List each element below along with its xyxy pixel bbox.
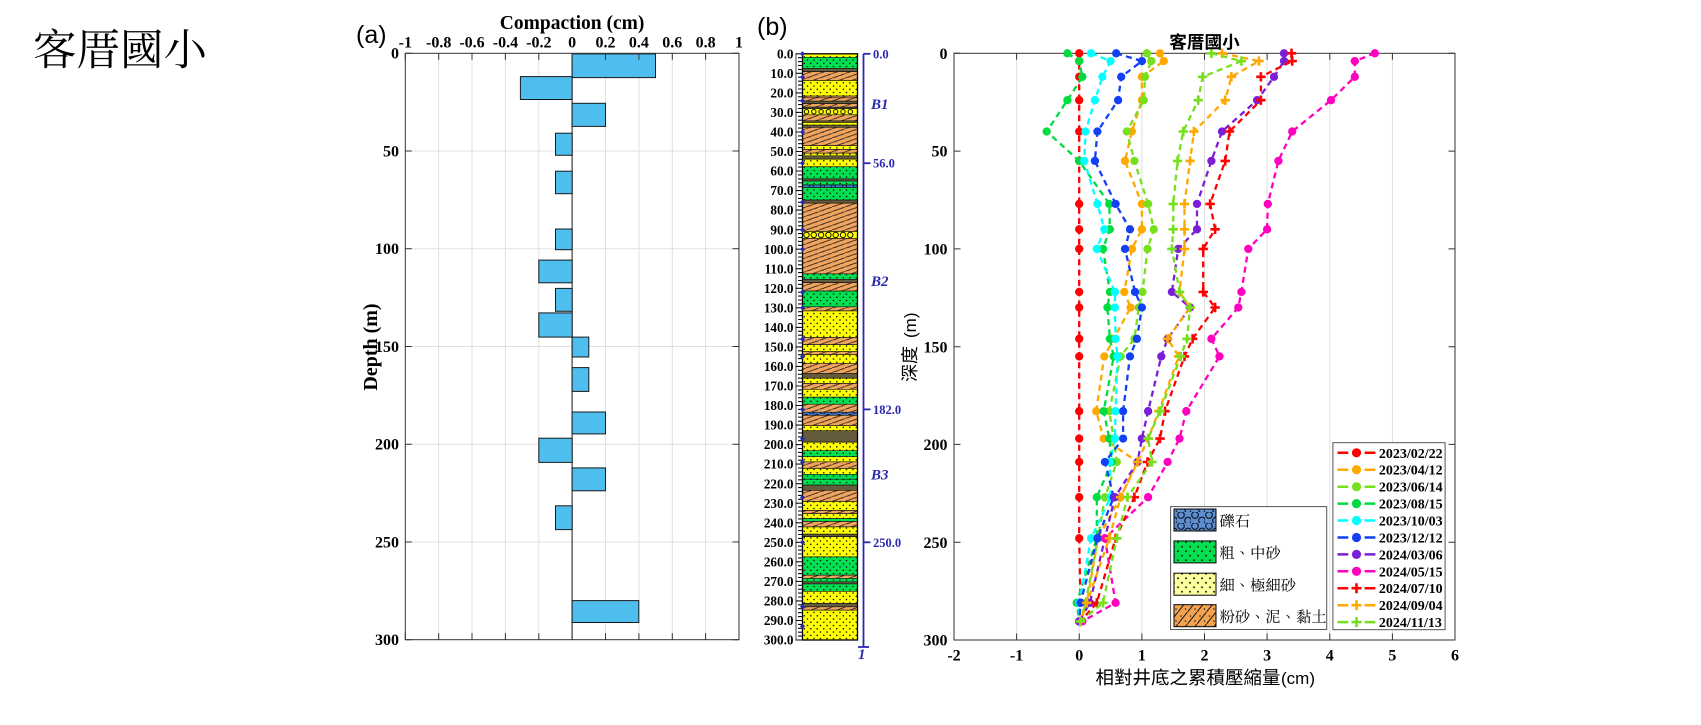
svg-text:150: 150 xyxy=(375,339,399,356)
svg-text:200: 200 xyxy=(924,437,948,454)
svg-text:290.0: 290.0 xyxy=(764,613,794,628)
svg-text:3: 3 xyxy=(1263,648,1271,665)
svg-text:130.0: 130.0 xyxy=(764,300,794,315)
svg-text:80.0: 80.0 xyxy=(770,203,793,218)
svg-text:0.8: 0.8 xyxy=(696,35,716,52)
svg-text:5: 5 xyxy=(1388,648,1396,665)
svg-text:150: 150 xyxy=(924,339,948,356)
svg-text:0.0: 0.0 xyxy=(873,47,889,61)
svg-text:50.0: 50.0 xyxy=(770,144,793,159)
svg-text:Depth (m): Depth (m) xyxy=(360,303,382,390)
svg-text:270.0: 270.0 xyxy=(764,574,794,589)
svg-text:-0.8: -0.8 xyxy=(426,35,451,52)
svg-text:2024/07/10: 2024/07/10 xyxy=(1379,582,1443,597)
svg-text:100: 100 xyxy=(375,241,399,258)
svg-text:56.0: 56.0 xyxy=(873,157,895,171)
svg-text:150.0: 150.0 xyxy=(764,340,794,355)
svg-text:170.0: 170.0 xyxy=(764,379,794,394)
svg-text:210.0: 210.0 xyxy=(764,457,794,472)
svg-text:-2: -2 xyxy=(947,648,960,665)
svg-text:B1: B1 xyxy=(870,97,889,113)
svg-text:100: 100 xyxy=(924,242,948,259)
svg-text:50: 50 xyxy=(932,144,948,161)
svg-text:90.0: 90.0 xyxy=(770,222,793,237)
svg-text:0: 0 xyxy=(568,35,576,52)
svg-text:200: 200 xyxy=(375,437,399,454)
svg-text:2: 2 xyxy=(1201,648,1209,665)
svg-text:(cm): (cm) xyxy=(1281,669,1315,688)
svg-text:140.0: 140.0 xyxy=(764,320,794,335)
svg-text:20.0: 20.0 xyxy=(770,86,793,101)
svg-text:0: 0 xyxy=(940,46,948,63)
svg-text:300: 300 xyxy=(924,633,948,650)
svg-text:(a): (a) xyxy=(356,21,387,49)
svg-text:0: 0 xyxy=(391,46,399,63)
svg-text:-0.4: -0.4 xyxy=(493,35,518,52)
svg-text:-0.6: -0.6 xyxy=(459,35,484,52)
svg-text:50: 50 xyxy=(383,143,399,160)
svg-text:200.0: 200.0 xyxy=(764,437,794,452)
svg-text:(b): (b) xyxy=(757,13,788,41)
svg-text:0.6: 0.6 xyxy=(662,35,682,52)
svg-text:2023/10/03: 2023/10/03 xyxy=(1379,515,1443,530)
svg-text:1: 1 xyxy=(1138,648,1146,665)
svg-text:2023/06/14: 2023/06/14 xyxy=(1379,481,1443,496)
svg-text:240.0: 240.0 xyxy=(764,515,794,530)
svg-text:110.0: 110.0 xyxy=(765,261,794,276)
svg-text:4: 4 xyxy=(1326,648,1334,665)
svg-text:2024/11/13: 2024/11/13 xyxy=(1379,616,1442,631)
svg-text:230.0: 230.0 xyxy=(764,496,794,511)
svg-text:2023/12/12: 2023/12/12 xyxy=(1379,532,1443,547)
svg-text:2023/08/15: 2023/08/15 xyxy=(1379,498,1443,513)
svg-text:70.0: 70.0 xyxy=(770,183,793,198)
svg-text:2023/02/22: 2023/02/22 xyxy=(1379,447,1443,462)
svg-text:30.0: 30.0 xyxy=(770,105,793,120)
svg-text:(m): (m) xyxy=(901,313,920,338)
svg-text:-1: -1 xyxy=(399,35,412,52)
svg-text:182.0: 182.0 xyxy=(873,403,901,417)
svg-text:2023/04/12: 2023/04/12 xyxy=(1379,464,1443,479)
svg-text:250.0: 250.0 xyxy=(764,535,794,550)
svg-text:B3: B3 xyxy=(870,467,889,483)
svg-text:Compaction (cm): Compaction (cm) xyxy=(500,13,645,34)
svg-text:0.0: 0.0 xyxy=(777,46,794,61)
svg-text:40.0: 40.0 xyxy=(770,125,793,140)
svg-text:300.0: 300.0 xyxy=(764,633,794,648)
svg-text:B2: B2 xyxy=(870,274,889,290)
svg-text:1: 1 xyxy=(858,647,866,663)
svg-text:160.0: 160.0 xyxy=(764,359,794,374)
svg-text:2024/09/04: 2024/09/04 xyxy=(1379,599,1443,614)
svg-text:300: 300 xyxy=(375,632,399,649)
svg-text:1: 1 xyxy=(735,35,743,52)
svg-text:190.0: 190.0 xyxy=(764,418,794,433)
svg-text:10.0: 10.0 xyxy=(770,66,793,81)
svg-text:220.0: 220.0 xyxy=(764,476,794,491)
svg-text:6: 6 xyxy=(1451,648,1459,665)
svg-text:250.0: 250.0 xyxy=(873,536,901,550)
svg-text:0.2: 0.2 xyxy=(596,35,616,52)
svg-text:250: 250 xyxy=(924,535,948,552)
svg-text:-1: -1 xyxy=(1010,648,1023,665)
svg-text:-0.2: -0.2 xyxy=(526,35,551,52)
svg-text:2024/03/06: 2024/03/06 xyxy=(1379,548,1443,563)
svg-text:280.0: 280.0 xyxy=(764,594,794,609)
svg-text:0.4: 0.4 xyxy=(629,35,649,52)
svg-text:100.0: 100.0 xyxy=(764,242,794,257)
svg-text:180.0: 180.0 xyxy=(764,398,794,413)
svg-text:250: 250 xyxy=(375,534,399,551)
svg-text:2024/05/15: 2024/05/15 xyxy=(1379,565,1443,580)
svg-text:260.0: 260.0 xyxy=(764,554,794,569)
svg-text:60.0: 60.0 xyxy=(770,164,793,179)
svg-text:120.0: 120.0 xyxy=(764,281,794,296)
svg-text:0: 0 xyxy=(1075,648,1083,665)
